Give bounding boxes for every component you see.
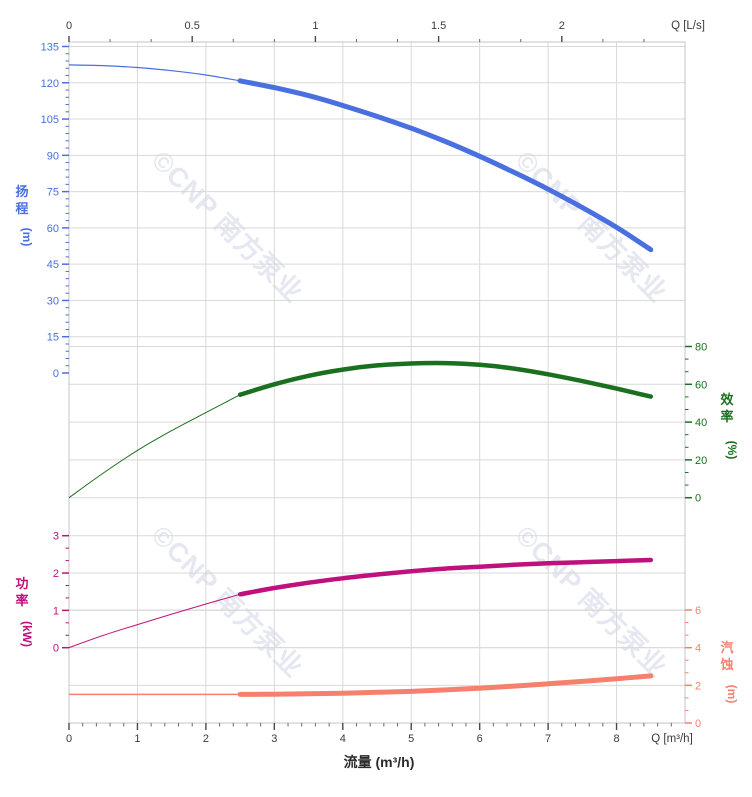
- x-bottom-tick-label: 8: [613, 733, 619, 745]
- x-top-tick-label: 1: [312, 20, 318, 32]
- npsh-axis-title: 汽: [720, 640, 733, 655]
- efficiency-tick-label: 60: [695, 379, 707, 391]
- npsh-axis-unit: (m): [725, 685, 739, 704]
- x-axis-title: 流量 (m³/h): [344, 754, 415, 770]
- head-tick-label: 105: [41, 114, 59, 126]
- head-curve: [68, 64, 654, 253]
- head-tick-label: 90: [47, 150, 59, 162]
- head-tick-label: 135: [41, 42, 59, 54]
- efficiency-tick-label: 40: [695, 417, 707, 429]
- power-tick-label: 1: [53, 605, 59, 617]
- x-bottom-tick-label: 1: [134, 733, 140, 745]
- x-top-unit-label: Q [L/s]: [671, 20, 705, 32]
- watermark-text: ©CNP 南方泵业: [146, 144, 310, 308]
- npsh-tick-label: 2: [695, 680, 701, 692]
- x-top-tick-label: 1.5: [431, 20, 446, 32]
- efficiency-axis: 0 20 40 60 80 效率 (%): [685, 342, 739, 505]
- watermark-layer: ©CNP 南方泵业 ©CNP 南方泵业 ©CNP 南方泵业 ©CNP 南方泵业: [146, 144, 674, 683]
- npsh-tick-label: 6: [695, 605, 701, 617]
- watermark-text: ©CNP 南方泵业: [510, 519, 674, 683]
- head-tick-label: 15: [47, 332, 59, 344]
- head-tick-label: 120: [41, 78, 59, 90]
- power-tick-label: 2: [53, 568, 59, 580]
- x-bottom-tick-label: 3: [271, 733, 277, 745]
- x-top-tick-label: 2: [559, 20, 565, 32]
- head-axis: 0 15 30 45 60 75 90 105 120 135 扬程 (m): [15, 42, 69, 380]
- x-bottom-tick-label: 4: [340, 733, 346, 745]
- x-bottom-tick-label: 2: [203, 733, 209, 745]
- power-curve: [68, 557, 654, 649]
- npsh-curve: [69, 673, 654, 697]
- watermark-text: ©CNP 南方泵业: [510, 144, 674, 308]
- efficiency-axis-title: 效: [720, 392, 734, 407]
- npsh-axis: 0 2 4 6 汽蚀 (m): [685, 605, 739, 730]
- power-tick-label: 0: [53, 643, 59, 655]
- npsh-tick-label: 0: [695, 718, 701, 730]
- head-tick-label: 45: [47, 259, 59, 271]
- x-bottom-tick-label: 6: [477, 733, 483, 745]
- head-axis-title: 程: [15, 201, 28, 216]
- x-bottom-tick-label: 7: [545, 733, 551, 745]
- x-top-tick-label: 0.5: [185, 20, 200, 32]
- efficiency-axis-title: 率: [720, 409, 733, 424]
- efficiency-tick-label: 80: [695, 342, 707, 354]
- x-axis-top: 0 0.5 1 1.5 2 Q [L/s]: [66, 20, 705, 42]
- efficiency-tick-label: 20: [695, 455, 707, 467]
- x-top-tick-label: 0: [66, 20, 72, 32]
- head-axis-title: 扬: [15, 184, 28, 199]
- power-tick-label: 3: [53, 531, 59, 543]
- watermark-text: ©CNP 南方泵业: [146, 519, 310, 683]
- head-tick-label: 60: [47, 223, 59, 235]
- x-bottom-tick-label: 0: [66, 733, 72, 745]
- efficiency-tick-label: 0: [695, 493, 701, 505]
- head-tick-label: 0: [53, 368, 59, 380]
- power-axis: 0 1 2 3 功率 (kW): [15, 531, 69, 655]
- head-axis-unit: (m): [20, 228, 34, 247]
- power-axis-title: 率: [15, 593, 28, 608]
- efficiency-curve: [68, 360, 654, 499]
- plot-border: [68, 41, 686, 724]
- x-bottom-unit-label: Q [m³/h]: [651, 733, 693, 745]
- head-tick-label: 75: [47, 187, 59, 199]
- power-axis-unit: (kW): [20, 621, 34, 647]
- npsh-axis-title: 蚀: [719, 657, 733, 672]
- x-bottom-tick-label: 5: [408, 733, 414, 745]
- npsh-tick-label: 4: [695, 643, 701, 655]
- efficiency-axis-unit: (%): [725, 441, 739, 460]
- power-axis-title: 功: [15, 576, 28, 591]
- x-axis-bottom: 0 1 2 3 4 5 6 7 8 Q [m³/h] 流量 (m³/h): [66, 723, 693, 770]
- head-tick-label: 30: [47, 295, 59, 307]
